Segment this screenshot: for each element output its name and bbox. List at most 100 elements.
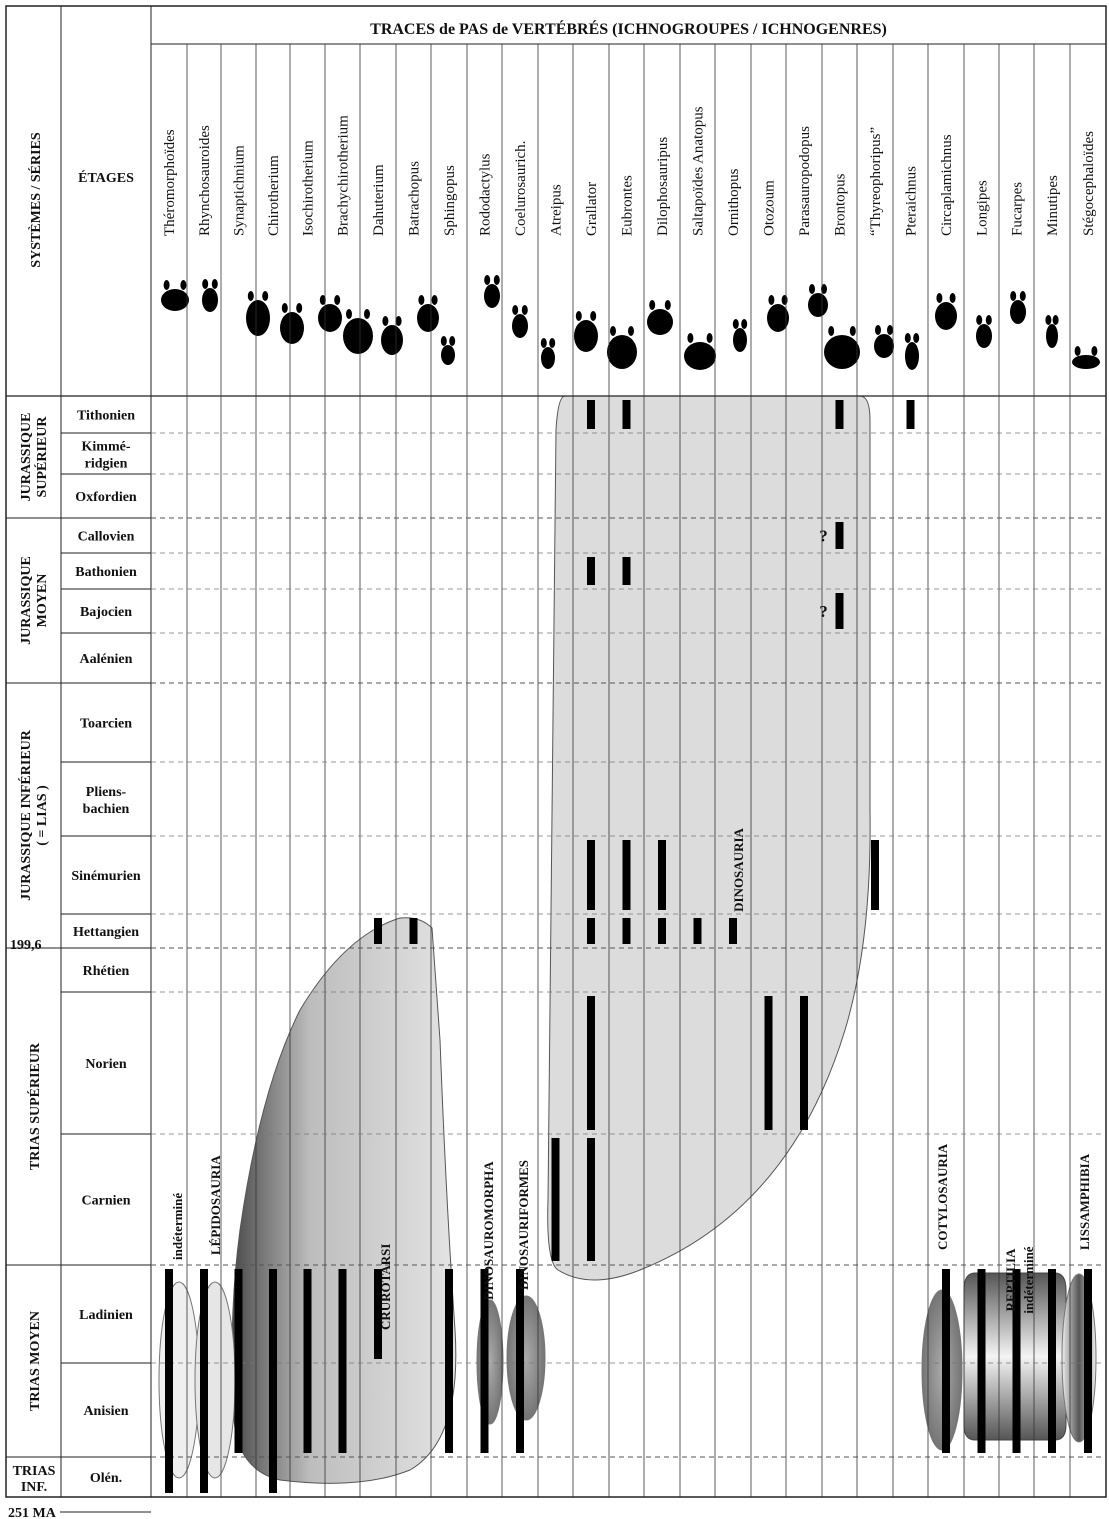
dinosauriformes-envelope [506, 1295, 546, 1421]
range-bar [165, 1269, 173, 1493]
genus-label: Fucarpes [1010, 182, 1026, 236]
footprint-toe-icon [180, 280, 187, 290]
group-label: COTYLOSAURIA [935, 1143, 950, 1250]
footprint-icon [767, 304, 789, 332]
genus-label: Minutipes [1045, 175, 1061, 236]
footprint-toe-icon [440, 336, 447, 346]
footprint-toe-icon [913, 333, 920, 343]
genus-label: Dilophosauripus [655, 137, 671, 236]
footprint-toe-icon [628, 326, 634, 336]
footprint-toe-icon [247, 291, 254, 301]
range-bar [234, 1269, 243, 1453]
genus-label: Otozoum [762, 180, 778, 236]
genus-label: Atreipus [549, 184, 565, 236]
range-bar [764, 996, 773, 1130]
range-bar [338, 1269, 347, 1453]
range-bar [374, 918, 382, 944]
footprint-toe-icon [449, 336, 456, 346]
footprint-toe-icon [540, 338, 547, 348]
range-bar [587, 840, 595, 910]
footprint-toe-icon [590, 311, 597, 321]
footprint-toe-icon [904, 333, 911, 343]
range-bar [1012, 1269, 1021, 1453]
footprint-toe-icon [706, 333, 713, 343]
footprint-toe-icon [781, 295, 788, 305]
genus-label: Longipes [975, 180, 991, 236]
group-label: indéterminé [1021, 1246, 1036, 1313]
genus-label: Rododactylus [478, 153, 494, 236]
footprint-icon [1010, 300, 1026, 324]
systems-header: SYSTÈMES / SÉRIES [27, 132, 44, 268]
group-label: REPTILIA [1003, 1248, 1018, 1311]
range-bar [835, 522, 844, 549]
age-label: 251 MA [8, 1506, 57, 1519]
group-label: DINOSAUROMORPHA [481, 1161, 496, 1300]
range-bar [587, 557, 595, 585]
footprint-icon [484, 284, 500, 308]
footprint-toe-icon [875, 325, 881, 335]
footprint-icon [808, 293, 828, 317]
footprint-icon [905, 342, 919, 370]
dinosauria-envelope [547, 395, 871, 1281]
stage-label: Pliens-bachien [83, 785, 130, 817]
range-bar [906, 400, 915, 429]
range-bar [269, 1269, 277, 1493]
range-bar [1048, 1269, 1056, 1453]
footprint-toe-icon [741, 319, 748, 329]
genus-label: Stégocephaloïdes [1081, 131, 1097, 236]
footprint-toe-icon [549, 338, 556, 348]
footprint-icon [441, 345, 455, 365]
range-bar [1084, 1269, 1092, 1453]
footprint-toe-icon [1045, 315, 1052, 325]
genus-label: Brontopus [833, 173, 849, 236]
genus-label: “Thyreophoripus” [868, 127, 884, 236]
stages-header: ÉTAGES [78, 169, 134, 186]
age-label: 199,6 [10, 938, 42, 953]
stage-label: Toarcien [80, 717, 132, 732]
stage-label: Rhétien [83, 964, 130, 979]
table-frame [5, 5, 1107, 1498]
group-label: DINOSAURIA [731, 827, 746, 911]
genus-label: Batrachopus [407, 161, 423, 236]
footprint-toe-icon [936, 293, 943, 303]
genus-label: Sphingopus [442, 165, 458, 236]
stage-label: Ladinien [79, 1308, 133, 1323]
genus-label: Dahuterium [371, 164, 387, 236]
footprint-toe-icon [202, 279, 209, 289]
stage-label: Kimmé-ridgien [82, 440, 131, 472]
footprint-toe-icon [484, 275, 491, 285]
footprint-icon [202, 288, 218, 312]
footprint-icon [161, 289, 189, 311]
footprint-icon [280, 312, 304, 344]
uncertain-marker: ? [819, 602, 828, 621]
footprint-toe-icon [431, 295, 438, 305]
group-label: indéterminé [170, 1193, 185, 1260]
footprint-toe-icon [887, 325, 893, 335]
footprint-toe-icon [319, 295, 326, 305]
stage-label: Hettangien [73, 925, 139, 940]
system-label: JURASSIQUE INFÉRIEUR( = LIAS ) [17, 729, 50, 901]
genus-label: Eubrontes [620, 175, 636, 236]
footprint-icon [512, 314, 528, 338]
range-bar [303, 1269, 312, 1453]
genus-label: Parasauropodopus [797, 126, 813, 236]
footprint-toe-icon [828, 326, 835, 336]
range-bar [409, 918, 418, 944]
footprint-toe-icon [346, 309, 352, 319]
uncertain-marker: ? [819, 527, 828, 546]
stage-label: Norien [85, 1057, 126, 1072]
footprint-icon [318, 304, 342, 332]
footprint-icon [935, 302, 957, 330]
footprint-icon [733, 328, 747, 352]
stage-label: Aalénien [80, 652, 133, 667]
stage-label: Sinémurien [71, 869, 140, 884]
footprint-toe-icon [610, 326, 616, 336]
range-bar [587, 996, 595, 1130]
chart-title: TRACES de PAS de VERTÉBRÉS (ICHNOGROUPES… [370, 19, 887, 38]
stage-label: Tithonien [77, 409, 135, 424]
genus-label: Synaptichnium [232, 145, 248, 236]
range-bar [551, 1138, 560, 1261]
range-bar [200, 1269, 208, 1493]
group-label: DINOSAURIFORMES [516, 1160, 531, 1290]
stage-label: Anisien [83, 1404, 128, 1419]
